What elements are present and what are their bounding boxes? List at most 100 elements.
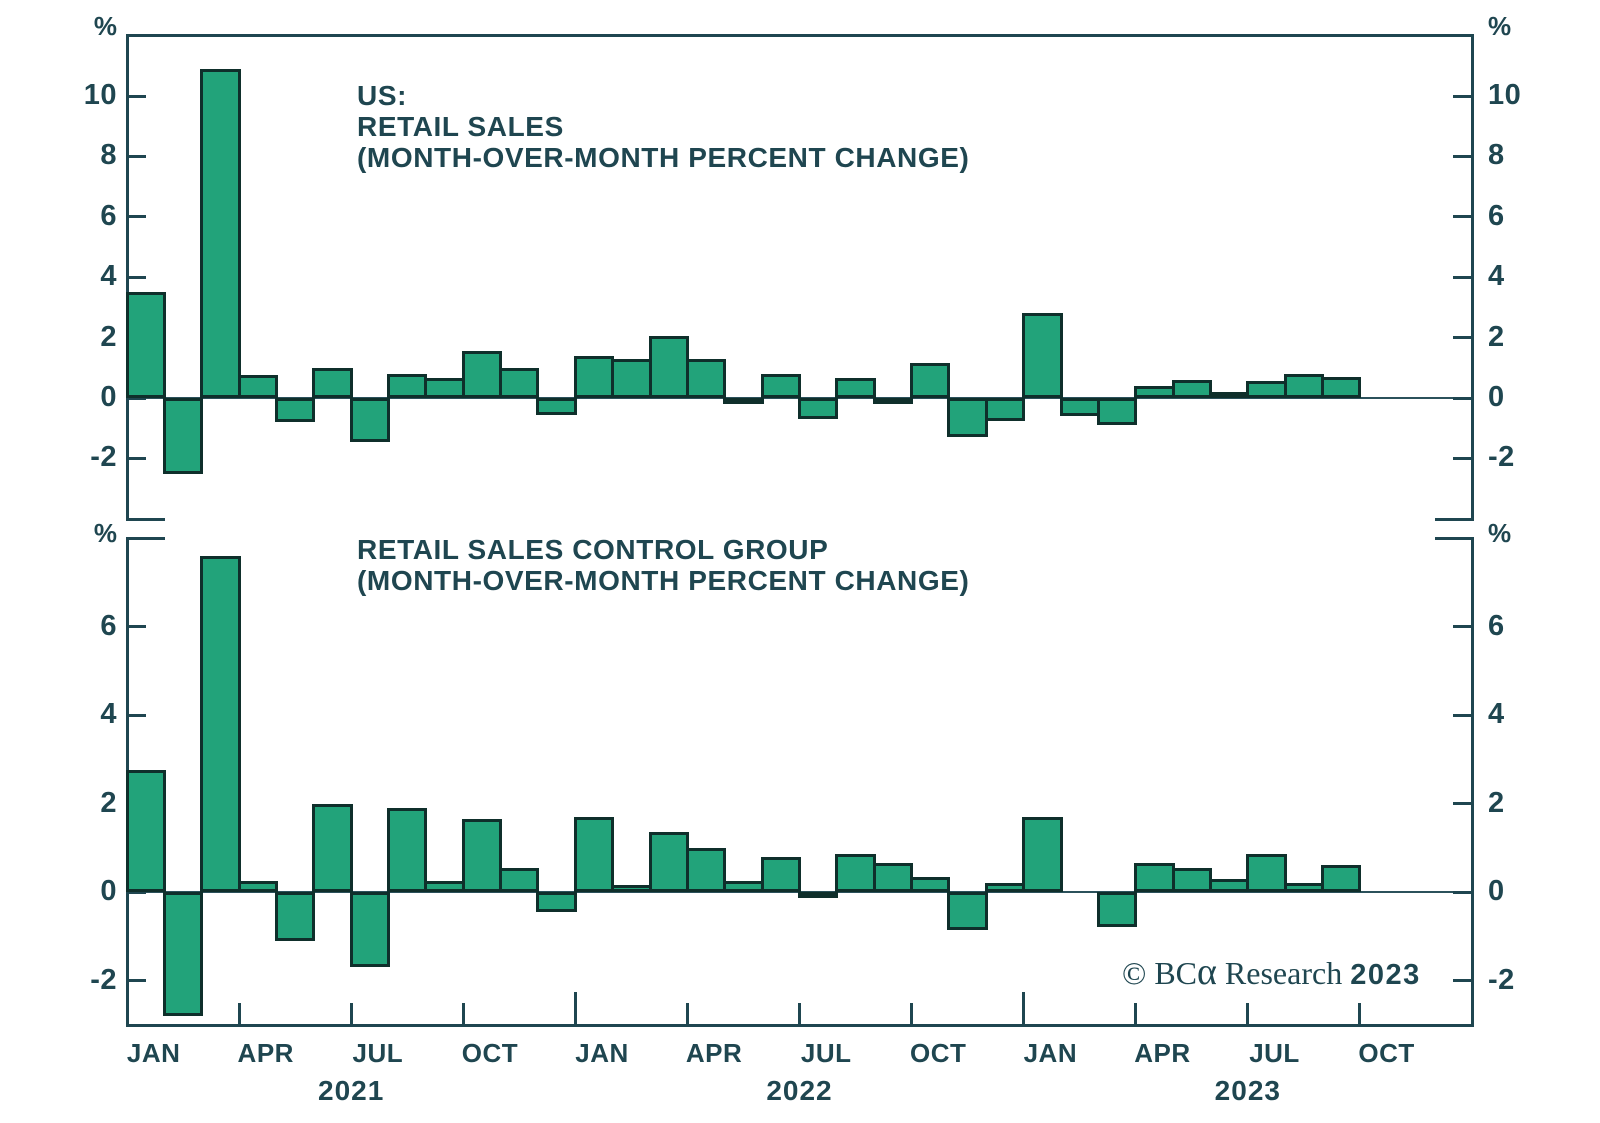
month-label-jan-24: JAN [1023, 1038, 1078, 1068]
left-axis-cap [125, 536, 165, 540]
bar-dec-2021 [536, 892, 577, 912]
y-tick-label-left: 8 [100, 139, 117, 172]
bar-oct-2022 [910, 363, 951, 398]
y-tick-label-right: 6 [1488, 609, 1505, 642]
y-tick-right [1453, 456, 1472, 460]
x-tick [910, 1003, 914, 1025]
month-label-apr-15: APR [685, 1038, 743, 1068]
y-tick-right [1453, 94, 1472, 98]
chart-title-line: RETAIL SALES CONTROL GROUP [357, 534, 829, 565]
y-tick-label-left: 10 [83, 79, 117, 111]
x-axis-line [125, 1023, 1474, 1027]
month-label-jul-6: JUL [352, 1038, 404, 1068]
chart-title-line: RETAIL SALES [357, 111, 564, 142]
chart-title-line: (MONTH-OVER-MONTH PERCENT CHANGE) [357, 142, 970, 173]
bar-jul-2022 [798, 892, 839, 898]
y-axis-unit-right: % [1488, 518, 1512, 548]
bca-logo-text: BC [1154, 955, 1197, 991]
bar-jan-2023 [1022, 313, 1063, 398]
bar-apr-2023 [1134, 863, 1175, 892]
bar-sep-2023 [1321, 376, 1362, 398]
month-label-jan-12: JAN [575, 1038, 629, 1068]
bar-jun-2023 [1208, 878, 1250, 892]
bar-jun-2022 [760, 856, 801, 892]
y-tick-label-left: 6 [100, 609, 117, 642]
bar-may-2023 [1171, 379, 1212, 398]
y-tick-right [1453, 713, 1472, 717]
y-tick-label-left: 4 [100, 698, 117, 730]
y-tick-label-right: -2 [1488, 441, 1515, 474]
y-tick-label-right: 10 [1488, 79, 1522, 111]
bar-dec-2021 [536, 398, 577, 415]
bar-oct-2021 [461, 351, 503, 398]
copyright-symbol: © [1122, 955, 1147, 991]
y-tick-label-right: 0 [1488, 875, 1505, 907]
bar-jul-2021 [349, 892, 391, 968]
y-axis-unit-left: % [93, 11, 117, 41]
y-tick-left [127, 979, 146, 982]
y-tick-label-right: 8 [1488, 139, 1505, 172]
y-tick-label-left: 6 [100, 199, 117, 232]
month-label-oct-33: OCT [1358, 1038, 1415, 1068]
y-tick-left [127, 94, 146, 98]
x-tick [1022, 992, 1026, 1025]
bar-jan-2022 [573, 355, 615, 398]
y-tick-label-left: 2 [100, 320, 117, 353]
bar-may-2021 [274, 398, 316, 423]
y-tick-right [1453, 625, 1472, 628]
y-tick-label-left: 0 [100, 875, 117, 907]
bar-jan-2021 [125, 770, 166, 892]
bar-sep-2021 [424, 880, 465, 892]
y-tick-right [1453, 275, 1472, 279]
bar-sep-2022 [872, 398, 914, 404]
year-label-2023: 2023 [1214, 1075, 1281, 1106]
bar-jul-2021 [349, 398, 391, 442]
y-tick-left [127, 625, 146, 628]
bar-may-2022 [723, 398, 764, 405]
bar-mar-2021 [200, 68, 241, 398]
y-tick-label-left: 4 [100, 260, 117, 293]
y-tick-label-right: 4 [1488, 698, 1505, 730]
y-tick-left [127, 713, 146, 717]
x-tick [685, 1003, 689, 1025]
x-tick [1358, 1003, 1362, 1025]
bar-aug-2023 [1283, 883, 1325, 892]
bar-aug-2023 [1283, 373, 1325, 398]
bar-sep-2023 [1321, 865, 1362, 892]
bar-nov-2022 [947, 398, 988, 438]
right-axis-line [1470, 536, 1474, 1027]
year-label-2021: 2021 [318, 1075, 385, 1106]
x-tick [237, 1003, 241, 1025]
y-tick-label-left: -2 [90, 963, 117, 996]
year-label-2022: 2022 [766, 1075, 833, 1106]
bar-jun-2023 [1208, 391, 1250, 398]
bar-feb-2022 [611, 358, 652, 398]
y-tick-left [127, 890, 146, 894]
month-label-jul-30: JUL [1249, 1038, 1300, 1068]
bar-mar-2022 [648, 832, 689, 892]
chart-title: RETAIL SALES CONTROL GROUP (MONTH-OVER-MO… [357, 534, 969, 596]
bar-sep-2022 [872, 863, 914, 892]
bar-oct-2021 [461, 818, 503, 892]
bar-apr-2023 [1134, 385, 1175, 398]
bar-jul-2023 [1246, 854, 1287, 892]
y-axis-unit-right: % [1488, 11, 1512, 41]
bar-feb-2023 [1059, 398, 1100, 417]
y-tick-right [1453, 890, 1472, 894]
y-tick-left [127, 215, 146, 219]
top-frame-line [125, 33, 1474, 37]
bar-jan-2022 [573, 816, 615, 892]
y-tick-label-right: 0 [1488, 381, 1505, 413]
y-tick-left [127, 456, 146, 460]
bar-jul-2023 [1246, 381, 1287, 398]
bar-dec-2022 [984, 883, 1026, 892]
bar-may-2022 [723, 880, 764, 892]
y-tick-right [1453, 396, 1472, 400]
y-tick-left [127, 154, 146, 158]
bar-jun-2021 [312, 367, 353, 398]
bar-may-2021 [274, 892, 316, 941]
bar-apr-2021 [237, 880, 278, 892]
x-tick [1246, 1003, 1250, 1025]
bar-apr-2022 [685, 358, 727, 398]
